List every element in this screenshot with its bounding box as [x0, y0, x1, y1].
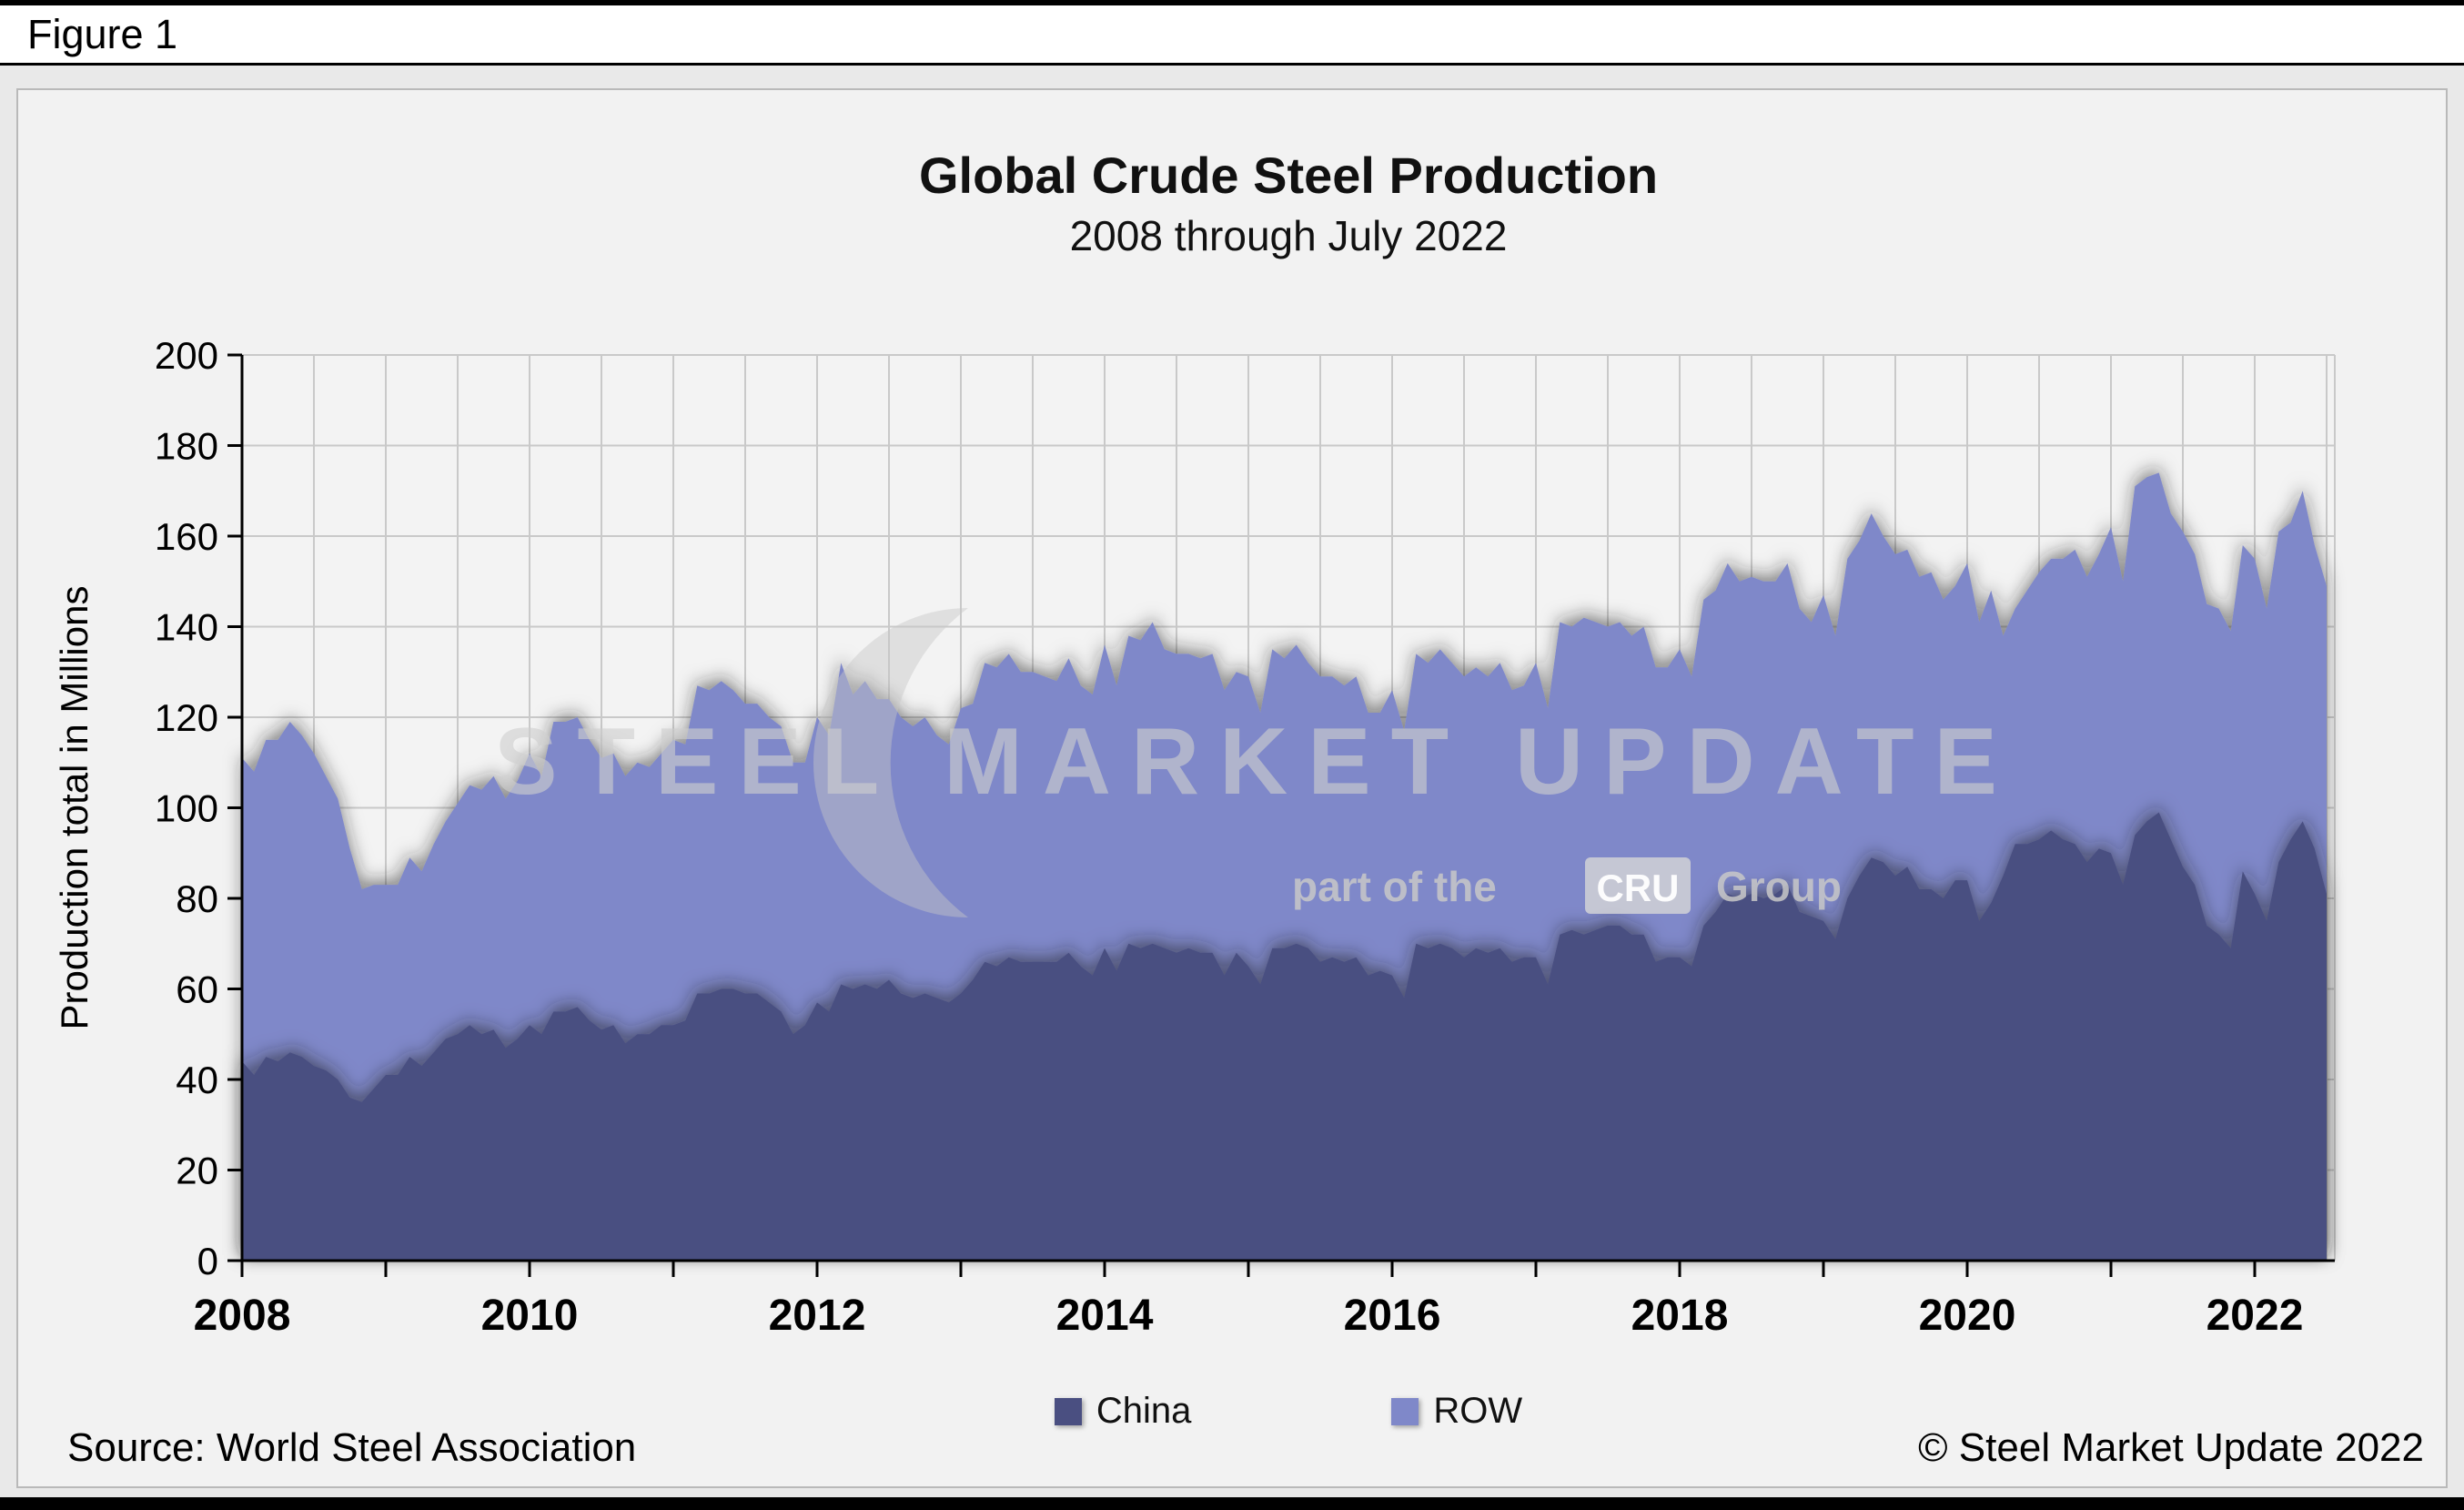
svg-text:100: 100	[155, 787, 218, 830]
svg-text:140: 140	[155, 606, 218, 649]
svg-text:200: 200	[155, 334, 218, 377]
svg-text:Production total in Millions: Production total in Millions	[53, 586, 96, 1030]
svg-text:STEEL MARKET UPDATE: STEEL MARKET UPDATE	[494, 709, 2017, 815]
svg-text:2018: 2018	[1631, 1292, 1729, 1340]
svg-text:2014: 2014	[1056, 1292, 1154, 1340]
bottom-bar	[0, 1497, 2464, 1510]
legend: China ROW	[242, 1391, 2335, 1432]
legend-item-china: China	[1054, 1391, 1192, 1432]
legend-label-china: China	[1096, 1391, 1192, 1431]
copyright-note: © Steel Market Update 2022	[1918, 1425, 2424, 1470]
header-strip	[0, 0, 2464, 66]
china-swatch	[1054, 1397, 1082, 1425]
svg-text:2008: 2008	[194, 1292, 291, 1340]
svg-text:180: 180	[155, 425, 218, 468]
svg-text:80: 80	[176, 877, 218, 920]
footer: Source: World Steel Association © Steel …	[0, 1425, 2464, 1471]
svg-text:Group: Group	[1716, 863, 1842, 910]
svg-text:2016: 2016	[1344, 1292, 1441, 1340]
figure-label: Figure 1	[27, 11, 178, 57]
svg-text:2012: 2012	[769, 1292, 866, 1340]
svg-text:2010: 2010	[481, 1292, 579, 1340]
svg-text:2020: 2020	[1919, 1292, 2016, 1340]
svg-text:part of the: part of the	[1292, 863, 1497, 910]
svg-text:60: 60	[176, 968, 218, 1011]
legend-item-row: ROW	[1391, 1391, 1522, 1432]
svg-text:20: 20	[176, 1150, 218, 1192]
svg-text:40: 40	[176, 1059, 218, 1101]
svg-text:CRU: CRU	[1597, 866, 1680, 909]
svg-text:160: 160	[155, 515, 218, 558]
chart-title: Global Crude Steel Production	[918, 147, 1659, 204]
svg-text:2022: 2022	[2206, 1292, 2304, 1340]
legend-label-row: ROW	[1433, 1391, 1523, 1431]
chart-subtitle: 2008 through July 2022	[1069, 212, 1508, 259]
source-note: Source: World Steel Association	[67, 1425, 637, 1470]
row-swatch	[1391, 1397, 1419, 1425]
svg-text:120: 120	[155, 696, 218, 739]
svg-text:0: 0	[197, 1240, 218, 1282]
